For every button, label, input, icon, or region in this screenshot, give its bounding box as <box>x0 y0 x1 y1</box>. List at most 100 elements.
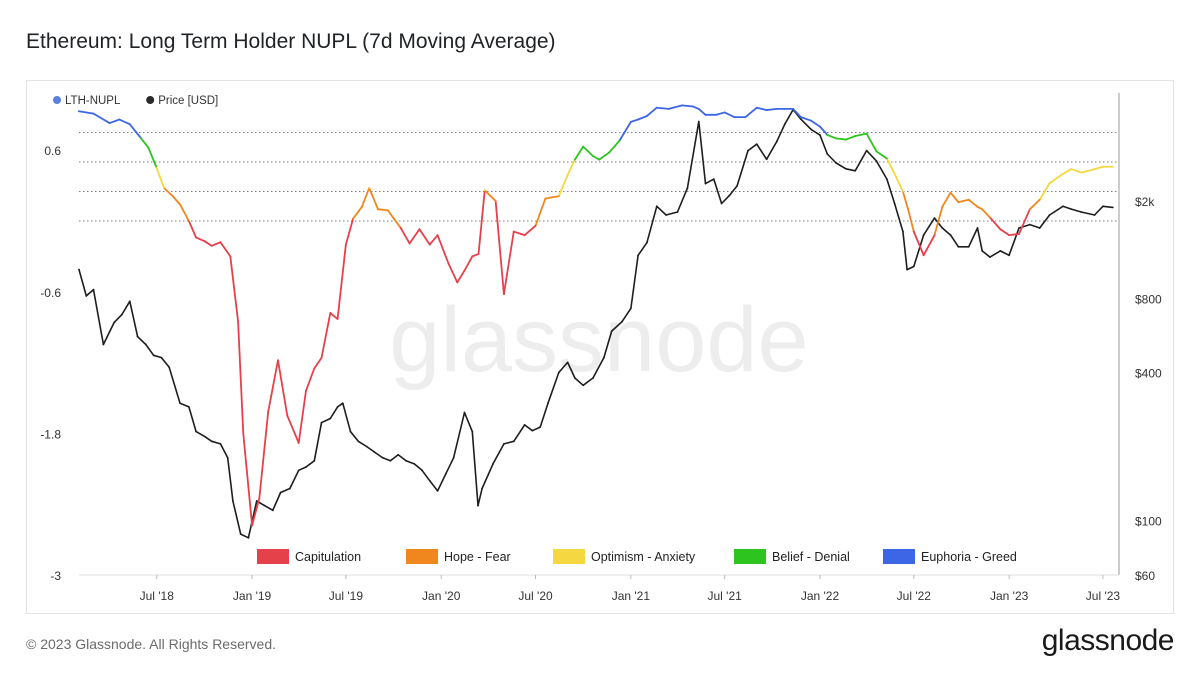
nupl-point <box>875 150 878 153</box>
nupl-point <box>854 135 857 137</box>
price-point <box>1048 214 1051 216</box>
price-point <box>736 184 738 187</box>
nupl-point <box>352 217 355 220</box>
nupl-point <box>976 205 979 208</box>
y-right-tick-label: $2k <box>1135 195 1155 209</box>
nupl-segment <box>277 359 289 417</box>
zone-legend-swatch <box>734 549 766 564</box>
price-point <box>203 435 206 438</box>
nupl-segment <box>1062 168 1073 175</box>
nupl-point <box>667 108 670 110</box>
nupl-point <box>171 195 174 198</box>
nupl-segment <box>219 241 232 258</box>
price-point <box>637 254 640 257</box>
nupl-point <box>523 234 526 237</box>
nupl-point <box>967 198 970 201</box>
nupl-segment <box>195 236 206 242</box>
price-point <box>582 384 585 387</box>
price-point <box>704 182 707 185</box>
legend-marker <box>53 96 61 104</box>
price-point <box>531 429 534 432</box>
nupl-point <box>140 137 143 140</box>
price-point <box>906 268 908 271</box>
nupl-segment <box>755 106 768 111</box>
nupl-point <box>1093 168 1096 170</box>
nupl-point <box>329 312 332 314</box>
x-tick-label: Jan '19 <box>233 589 272 603</box>
y-right-tick-label: $800 <box>1135 293 1162 307</box>
nupl-segment <box>845 135 857 141</box>
price-point <box>574 377 576 379</box>
nupl-point <box>885 157 888 160</box>
price-point <box>776 140 778 142</box>
price-point <box>1093 214 1096 216</box>
nupl-segment <box>155 167 165 189</box>
nupl-segment <box>550 195 560 199</box>
nupl-point <box>655 106 658 109</box>
nupl-point <box>826 133 829 136</box>
nupl-point <box>907 208 909 211</box>
nupl-point <box>582 145 585 148</box>
nupl-segment <box>810 119 821 128</box>
nupl-point <box>92 112 95 115</box>
nupl-segment <box>147 146 158 169</box>
nupl-segment <box>999 228 1011 237</box>
price-point <box>405 459 407 462</box>
nupl-segment <box>78 110 95 115</box>
x-tick-label: Jan '22 <box>801 589 840 603</box>
zone-legend-label: Belief - Denial <box>772 550 850 564</box>
price-point <box>999 250 1002 252</box>
nupl-segment <box>399 227 411 245</box>
nupl-segment <box>792 107 802 119</box>
nupl-segment <box>210 241 222 247</box>
zone-legend-label: Optimism - Anxiety <box>591 550 696 564</box>
nupl-segment <box>534 197 547 227</box>
price-point <box>1102 205 1104 208</box>
nupl-segment <box>865 132 878 153</box>
price-point <box>144 343 147 346</box>
nupl-point <box>557 195 560 198</box>
price-point <box>168 366 171 369</box>
chart-frame: glassnode 0.6 -0.6 -1.8 -3 $2k $800 $400 $100 $60… <box>26 80 1174 614</box>
nupl-segment <box>368 187 379 211</box>
legend-label: LTH-NUPL <box>65 95 121 107</box>
legend-label: Price [USD] <box>158 95 218 107</box>
nupl-segment <box>237 320 245 435</box>
nupl-segment <box>447 262 459 284</box>
nupl-segment <box>512 230 526 237</box>
price-point <box>941 227 944 229</box>
copyright-text: © 2023 Glassnode. All Rights Reserved. <box>26 636 277 652</box>
nupl-segment <box>1038 182 1051 201</box>
nupl-segment <box>267 359 279 414</box>
nupl-segment <box>608 139 621 154</box>
nupl-point <box>637 118 640 121</box>
price-point <box>665 214 668 216</box>
x-tick-label: Jul '19 <box>329 589 364 603</box>
nupl-segment <box>819 125 829 136</box>
price-point <box>854 169 857 172</box>
price-point <box>819 134 821 137</box>
nupl-segment <box>854 132 868 137</box>
nupl-point <box>776 108 778 110</box>
nupl-point <box>1070 168 1073 170</box>
nupl-point <box>792 108 794 110</box>
nupl-point <box>697 108 700 110</box>
nupl-point <box>592 155 594 157</box>
nupl-point <box>477 253 480 255</box>
nupl-segment <box>523 224 537 237</box>
nupl-point <box>377 208 379 211</box>
nupl-segment <box>187 220 198 239</box>
nupl-point <box>981 208 984 211</box>
price-point <box>755 143 758 146</box>
nupl-segment <box>1070 168 1083 174</box>
nupl-segment <box>799 116 813 122</box>
price-point <box>226 456 229 459</box>
y-left-tick-label: -0.6 <box>40 286 61 300</box>
price-point <box>845 167 847 170</box>
nupl-segment <box>428 234 439 246</box>
y-right-tick-label: $100 <box>1135 514 1162 528</box>
nupl-point <box>286 414 289 417</box>
nupl-segment <box>765 107 778 111</box>
price-point <box>902 230 904 233</box>
price-point <box>885 178 888 181</box>
